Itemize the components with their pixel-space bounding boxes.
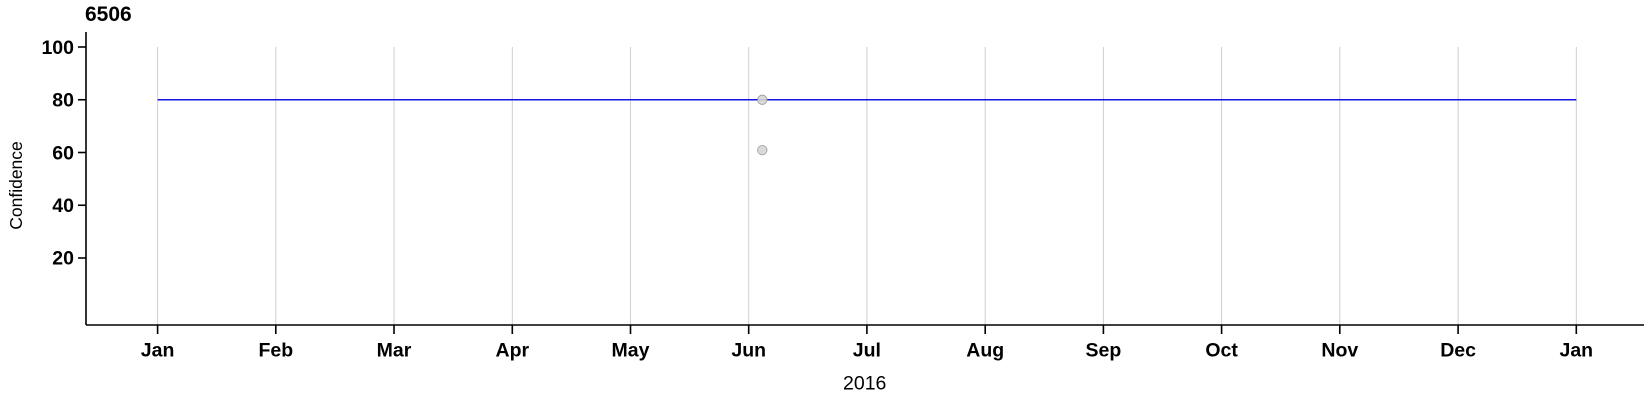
svg-text:20: 20 — [52, 248, 74, 270]
svg-text:Dec: Dec — [1440, 340, 1476, 362]
svg-text:100: 100 — [41, 37, 74, 59]
svg-text:Mar: Mar — [377, 340, 412, 362]
svg-text:2016: 2016 — [843, 373, 886, 395]
svg-text:Jan: Jan — [141, 340, 175, 362]
svg-text:40: 40 — [52, 195, 74, 217]
svg-text:Apr: Apr — [496, 340, 530, 362]
svg-text:Sep: Sep — [1086, 340, 1122, 362]
svg-text:Jun: Jun — [731, 340, 766, 362]
svg-text:Aug: Aug — [966, 340, 1004, 362]
svg-text:Jan: Jan — [1559, 340, 1593, 362]
svg-text:Nov: Nov — [1321, 340, 1358, 362]
svg-text:60: 60 — [52, 143, 74, 165]
svg-text:Oct: Oct — [1205, 340, 1238, 362]
svg-text:Confidence: Confidence — [6, 141, 26, 230]
svg-text:80: 80 — [52, 90, 74, 112]
svg-text:Feb: Feb — [258, 340, 293, 362]
svg-text:6506: 6506 — [85, 3, 132, 26]
svg-text:May: May — [612, 340, 650, 362]
svg-text:Jul: Jul — [853, 340, 881, 362]
